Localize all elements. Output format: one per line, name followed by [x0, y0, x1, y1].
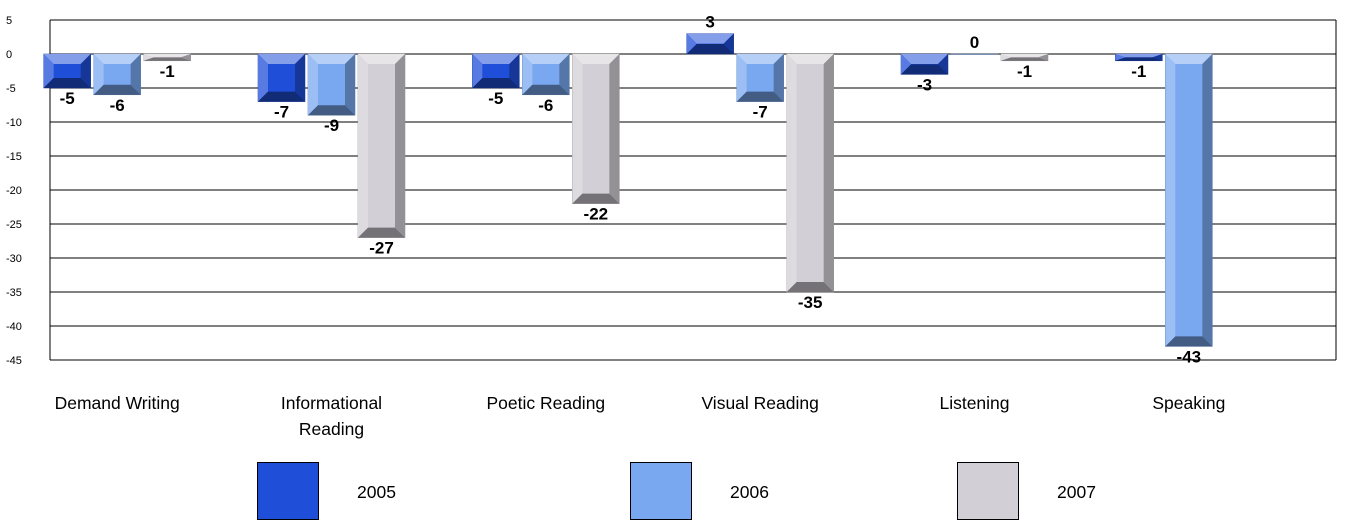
y-tick-label: -10	[6, 117, 22, 129]
legend-swatch	[257, 462, 319, 520]
y-axis-ticks: 5 0 -5 -10 -15 -20 -25 -30 -35 -40 -45	[6, 15, 22, 367]
y-tick-label: -45	[6, 355, 22, 367]
data-labels: -5 -6 -1 -7 -9 -27 -5 -6 -22 3 -7 -35 -3 0 -1 -1 -43	[60, 13, 1202, 367]
category-label-line: Informational	[280, 393, 383, 413]
category-label-line: Listening	[939, 393, 1010, 413]
y-tick-label: -15	[6, 151, 22, 163]
bar	[572, 53, 620, 204]
bar	[143, 53, 191, 62]
data-label: -1	[160, 62, 175, 81]
bar	[522, 53, 570, 96]
data-label: -6	[110, 96, 125, 115]
data-label: -22	[584, 205, 609, 224]
category-label: Visual Reading	[675, 390, 845, 416]
y-tick-label: -5	[6, 83, 16, 95]
legend-swatch	[957, 462, 1019, 520]
bar	[307, 53, 356, 116]
legend-swatch	[630, 462, 692, 520]
bar	[686, 33, 734, 55]
bar	[257, 53, 306, 102]
bar	[43, 53, 91, 89]
bar	[950, 53, 999, 55]
data-label: -27	[369, 239, 394, 258]
data-label: -7	[753, 103, 768, 122]
data-label: 3	[705, 13, 714, 32]
data-label: -3	[917, 75, 932, 94]
data-label: -1	[1131, 62, 1146, 81]
category-label-line: Poetic Reading	[486, 393, 606, 413]
category-label: Demand Writing	[32, 390, 202, 416]
data-label: -1	[1017, 62, 1032, 81]
bars	[43, 33, 1213, 347]
bar	[900, 53, 949, 75]
category-label-line: Demand Writing	[54, 393, 180, 413]
bar	[472, 53, 520, 89]
category-label: Listening	[890, 390, 1060, 416]
category-label: Informational Reading	[247, 390, 417, 442]
y-tick-label: 0	[6, 49, 12, 61]
category-label-line: Speaking	[1152, 393, 1226, 413]
y-tick-label: -35	[6, 287, 22, 299]
y-tick-label: 5	[6, 15, 12, 27]
category-label-line: Reading	[298, 419, 365, 439]
legend-label: 2006	[730, 482, 769, 502]
legend-label: 2007	[1057, 482, 1096, 502]
data-label: -9	[324, 116, 339, 135]
y-tick-label: -30	[6, 253, 22, 265]
category-label-line: Visual Reading	[701, 393, 819, 413]
bar	[1000, 53, 1049, 62]
category-label: Speaking	[1104, 390, 1274, 416]
data-label: -6	[538, 96, 553, 115]
data-label: -35	[798, 293, 823, 312]
y-tick-label: -20	[6, 185, 22, 197]
y-tick-label: -25	[6, 219, 22, 231]
bar	[786, 53, 834, 293]
bar	[1115, 53, 1163, 62]
data-label: -7	[274, 103, 289, 122]
bar	[93, 53, 141, 96]
legend-label: 2005	[357, 482, 396, 502]
data-label: -43	[1177, 347, 1202, 366]
bar	[736, 53, 784, 102]
bar	[357, 53, 406, 238]
y-tick-label: -40	[6, 321, 22, 333]
data-label: -5	[60, 89, 75, 108]
bar	[1165, 53, 1213, 347]
data-label: 0	[970, 33, 979, 52]
category-label: Poetic Reading	[461, 390, 631, 416]
data-label: -5	[488, 89, 503, 108]
